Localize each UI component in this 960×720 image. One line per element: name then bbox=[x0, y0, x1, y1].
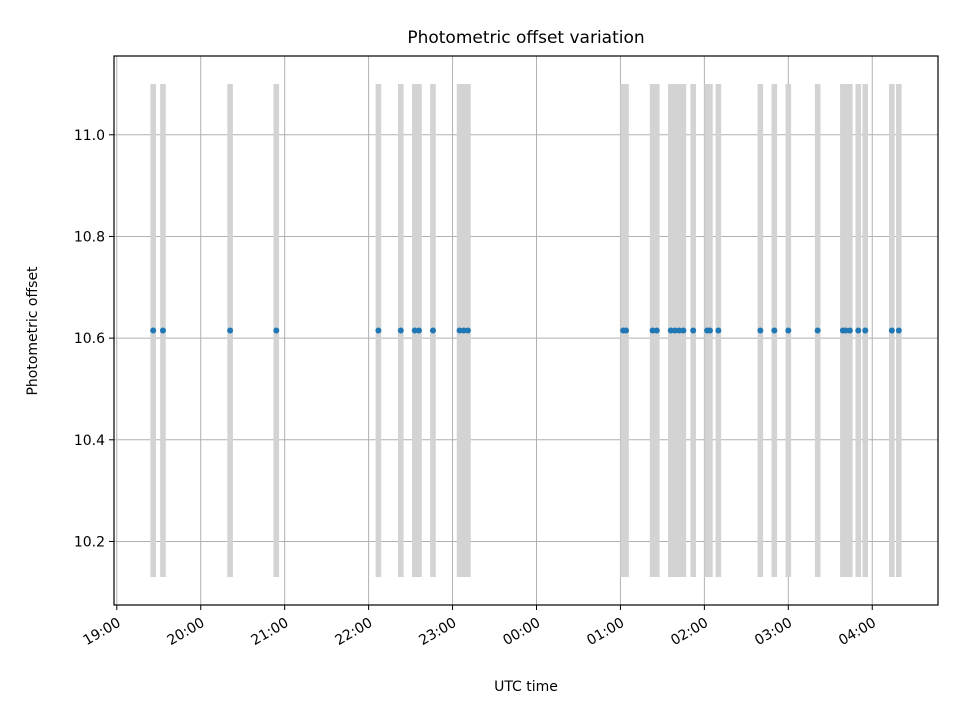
plot-area-frame bbox=[113, 55, 939, 606]
data-point bbox=[415, 327, 422, 334]
data-point bbox=[895, 327, 902, 334]
x-tick-label: 02:00 bbox=[668, 615, 711, 649]
y-axis-label: Photometric offset bbox=[25, 266, 41, 396]
x-tick-label: 22:00 bbox=[332, 615, 375, 649]
chart-title: Photometric offset variation bbox=[407, 28, 644, 48]
x-axis-ticks: 19:00 20:00 21:00 22:00 23:00 00:00 01:00 02:00… bbox=[81, 605, 879, 649]
data-point bbox=[649, 327, 656, 334]
x-tick-label: 20:00 bbox=[165, 615, 208, 649]
y-tick-label: 10.2 bbox=[74, 534, 105, 550]
data-point bbox=[676, 327, 683, 334]
x-tick-label: 03:00 bbox=[752, 615, 795, 649]
data-point bbox=[855, 327, 862, 334]
data-point bbox=[411, 327, 418, 334]
x-tick-label: 04:00 bbox=[836, 615, 879, 649]
data-point bbox=[785, 327, 792, 334]
y-tick-label: 10.8 bbox=[74, 229, 105, 245]
x-axis-label: UTC time bbox=[494, 679, 558, 695]
x-tick-label: 19:00 bbox=[81, 615, 124, 649]
data-point bbox=[846, 327, 853, 334]
data-point bbox=[653, 327, 660, 334]
y-tick-label: 11.0 bbox=[74, 128, 105, 144]
data-point bbox=[456, 327, 463, 334]
data-point bbox=[429, 327, 436, 334]
data-point bbox=[757, 327, 764, 334]
y-tick-label: 10.6 bbox=[74, 331, 105, 347]
data-point bbox=[150, 327, 157, 334]
data-points bbox=[150, 327, 902, 334]
x-tick-label: 21:00 bbox=[249, 615, 292, 649]
data-point bbox=[690, 327, 697, 334]
data-point bbox=[623, 327, 630, 334]
data-point bbox=[460, 327, 467, 334]
data-point bbox=[375, 327, 382, 334]
x-tick-label: 01:00 bbox=[584, 615, 627, 649]
x-tick-label: 23:00 bbox=[416, 615, 459, 649]
data-point bbox=[771, 327, 778, 334]
grid-lines bbox=[114, 56, 938, 605]
data-point bbox=[862, 327, 869, 334]
data-point bbox=[397, 327, 404, 334]
data-point bbox=[842, 327, 849, 334]
data-point bbox=[671, 327, 678, 334]
data-point bbox=[680, 327, 687, 334]
data-point bbox=[715, 327, 722, 334]
data-point bbox=[159, 327, 166, 334]
data-point bbox=[814, 327, 821, 334]
data-point bbox=[227, 327, 234, 334]
y-tick-label: 10.4 bbox=[74, 433, 105, 449]
data-point bbox=[667, 327, 674, 334]
data-point bbox=[273, 327, 280, 334]
y-axis-ticks: 10.2 10.4 10.6 10.8 11.0 bbox=[74, 128, 114, 550]
data-point bbox=[706, 327, 713, 334]
x-tick-label: 00:00 bbox=[500, 615, 543, 649]
data-point bbox=[464, 327, 471, 334]
data-point bbox=[888, 327, 895, 334]
